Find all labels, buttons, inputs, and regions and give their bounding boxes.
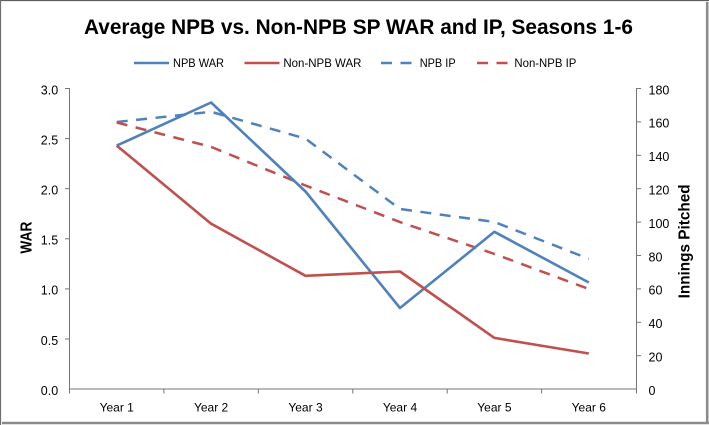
svg-text:NPB IP: NPB IP xyxy=(420,58,456,70)
svg-text:Year 3: Year 3 xyxy=(288,401,323,415)
svg-text:0: 0 xyxy=(649,384,656,398)
svg-text:100: 100 xyxy=(649,217,670,231)
svg-text:Year 5: Year 5 xyxy=(477,401,512,415)
svg-text:NPB WAR: NPB WAR xyxy=(173,58,224,70)
svg-text:3.0: 3.0 xyxy=(41,83,58,97)
svg-text:1.5: 1.5 xyxy=(41,234,58,248)
svg-text:Average NPB vs. Non-NPB SP WAR: Average NPB vs. Non-NPB SP WAR and IP, S… xyxy=(84,15,633,39)
svg-text:0.0: 0.0 xyxy=(41,384,58,398)
svg-text:80: 80 xyxy=(649,250,663,264)
svg-text:2.5: 2.5 xyxy=(41,133,58,147)
svg-text:Year 2: Year 2 xyxy=(194,401,229,415)
svg-text:60: 60 xyxy=(649,284,663,298)
svg-text:120: 120 xyxy=(649,184,670,198)
svg-text:1.0: 1.0 xyxy=(41,284,58,298)
svg-text:40: 40 xyxy=(649,317,663,331)
svg-text:140: 140 xyxy=(649,150,670,164)
svg-text:Non-NPB WAR: Non-NPB WAR xyxy=(283,58,361,70)
svg-text:0.5: 0.5 xyxy=(41,334,58,348)
svg-text:160: 160 xyxy=(649,117,670,131)
svg-text:Non-NPB IP: Non-NPB IP xyxy=(514,58,576,70)
svg-text:Year 1: Year 1 xyxy=(100,401,135,415)
svg-text:Year 4: Year 4 xyxy=(383,401,418,415)
svg-text:2.0: 2.0 xyxy=(41,184,58,198)
svg-text:Year 6: Year 6 xyxy=(572,401,607,415)
svg-text:20: 20 xyxy=(649,351,663,365)
svg-text:WAR: WAR xyxy=(19,221,36,253)
svg-text:Innings Pitched: Innings Pitched xyxy=(676,184,693,298)
svg-text:180: 180 xyxy=(649,83,670,97)
